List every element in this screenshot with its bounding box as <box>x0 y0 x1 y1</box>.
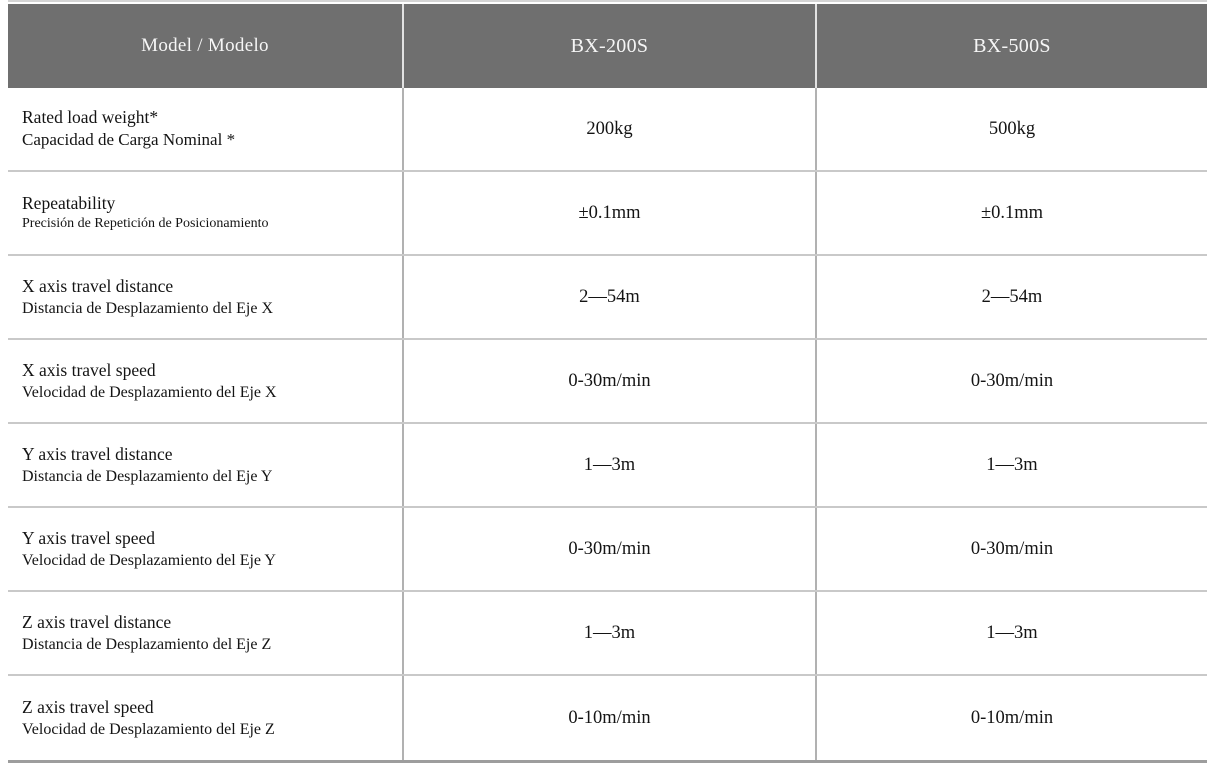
spec-label-en: Repeatability <box>22 193 116 214</box>
spec-value-bx500s: 0-30m/min <box>815 340 1207 422</box>
table-header-row: Model / Modelo BX-200S BX-500S <box>8 4 1207 88</box>
spec-label-en: Z axis travel speed <box>22 696 154 717</box>
table-body: Rated load weight* Capacidad de Carga No… <box>8 88 1207 763</box>
spec-label: Y axis travel distance Distancia de Desp… <box>8 424 402 506</box>
spec-value-bx200s: ±0.1mm <box>402 172 815 254</box>
spec-label-en: Y axis travel speed <box>22 527 155 548</box>
spec-label: Repeatability Precisión de Repetición de… <box>8 172 402 254</box>
spec-row-y-travel-distance: Y axis travel distance Distancia de Desp… <box>8 424 1207 508</box>
spec-value-bx200s: 1—3m <box>402 424 815 506</box>
spec-value-bx200s: 2—54m <box>402 256 815 338</box>
spec-value-bx500s: 0-30m/min <box>815 508 1207 590</box>
spec-label: X axis travel speed Velocidad de Desplaz… <box>8 340 402 422</box>
spec-value-bx500s: ±0.1mm <box>815 172 1207 254</box>
spec-label: Y axis travel speed Velocidad de Desplaz… <box>8 508 402 590</box>
spec-value-bx200s: 1—3m <box>402 592 815 674</box>
spec-value-bx500s: 0-10m/min <box>815 676 1207 760</box>
spec-value-bx200s: 0-30m/min <box>402 508 815 590</box>
table-top-border <box>8 0 1207 2</box>
spec-label-es: Velocidad de Desplazamiento del Eje X <box>22 383 277 401</box>
spec-row-rated-load: Rated load weight* Capacidad de Carga No… <box>8 88 1207 172</box>
spec-row-y-travel-speed: Y axis travel speed Velocidad de Desplaz… <box>8 508 1207 592</box>
spec-label-es: Precisión de Repetición de Posicionamien… <box>22 216 269 232</box>
spec-row-x-travel-speed: X axis travel speed Velocidad de Desplaz… <box>8 340 1207 424</box>
spec-label-en: Rated load weight* <box>22 107 159 128</box>
spec-label-es: Distancia de Desplazamiento del Eje X <box>22 299 274 317</box>
spec-label-en: Z axis travel distance <box>22 611 172 632</box>
spec-value-bx200s: 0-30m/min <box>402 340 815 422</box>
spec-label-es: Velocidad de Desplazamiento del Eje Y <box>22 551 276 569</box>
spec-value-bx500s: 500kg <box>815 88 1207 170</box>
spec-value-bx200s: 200kg <box>402 88 815 170</box>
spec-row-x-travel-distance: X axis travel distance Distancia de Desp… <box>8 256 1207 340</box>
spec-value-bx500s: 1—3m <box>815 592 1207 674</box>
header-model-label: Model / Modelo <box>141 35 269 56</box>
spec-label: Z axis travel distance Distancia de Desp… <box>8 592 402 674</box>
spec-row-z-travel-speed: Z axis travel speed Velocidad de Desplaz… <box>8 676 1207 760</box>
spec-label: Z axis travel speed Velocidad de Desplaz… <box>8 676 402 760</box>
spec-label-es: Distancia de Desplazamiento del Eje Z <box>22 635 272 653</box>
spec-label-es: Velocidad de Desplazamiento del Eje Z <box>22 720 275 738</box>
spec-row-z-travel-distance: Z axis travel distance Distancia de Desp… <box>8 592 1207 676</box>
spec-label-en: X axis travel speed <box>22 359 156 380</box>
header-col-bx500s: BX-500S <box>815 4 1207 88</box>
spec-label: Rated load weight* Capacidad de Carga No… <box>8 88 402 170</box>
spec-label-es: Capacidad de Carga Nominal * <box>22 130 236 150</box>
spec-label-en: X axis travel distance <box>22 275 174 296</box>
spec-value-bx500s: 1—3m <box>815 424 1207 506</box>
spec-value-bx500s: 2—54m <box>815 256 1207 338</box>
spec-label-es: Distancia de Desplazamiento del Eje Y <box>22 467 273 485</box>
spec-label-en: Y axis travel distance <box>22 443 173 464</box>
spec-value-bx200s: 0-10m/min <box>402 676 815 760</box>
spec-row-repeatability: Repeatability Precisión de Repetición de… <box>8 172 1207 256</box>
header-col-bx200s: BX-200S <box>402 4 815 88</box>
spec-label: X axis travel distance Distancia de Desp… <box>8 256 402 338</box>
spec-table: Model / Modelo BX-200S BX-500S Rated loa… <box>8 0 1207 763</box>
